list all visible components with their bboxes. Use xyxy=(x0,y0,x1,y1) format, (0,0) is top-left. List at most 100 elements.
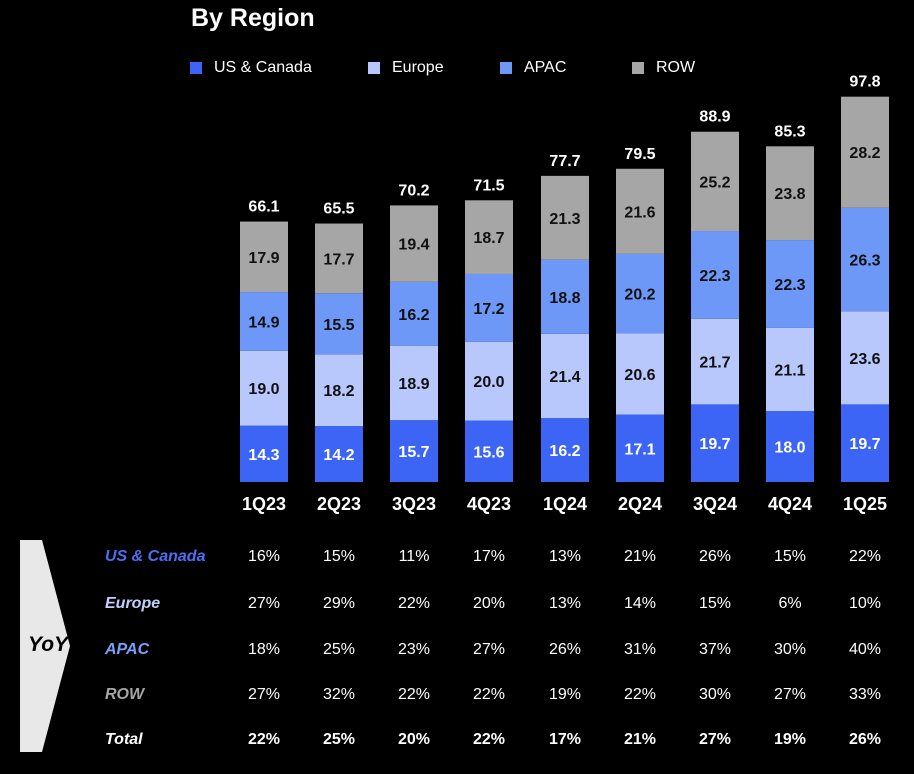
total-value-label: 85.3 xyxy=(774,123,805,140)
yoy-row-label: Europe xyxy=(105,595,161,612)
yoy-cell: 27% xyxy=(472,641,506,658)
yoy-cell: 32% xyxy=(322,686,356,703)
legend-swatch xyxy=(632,62,644,74)
bar-segment-us-canada xyxy=(315,426,363,482)
total-value-label: 66.1 xyxy=(248,199,279,216)
segment-value-label: 23.8 xyxy=(774,186,805,203)
category-label: 4Q24 xyxy=(768,494,812,514)
bar-segment-europe xyxy=(315,354,363,427)
segment-value-label: 14.3 xyxy=(248,447,279,464)
total-value-label: 97.8 xyxy=(849,74,880,91)
bar-segment-row xyxy=(691,131,739,232)
yoy-cell: 29% xyxy=(322,595,356,612)
yoy-cell: 22% xyxy=(397,686,431,703)
legend-item: US & Canada xyxy=(190,59,312,77)
bar-segment-row xyxy=(841,96,889,208)
yoy-cell: 27% xyxy=(773,686,807,703)
category-label: 3Q23 xyxy=(392,494,436,514)
yoy-cell: 15% xyxy=(698,595,732,612)
yoy-cell: 27% xyxy=(247,595,281,612)
yoy-cell: 19% xyxy=(773,731,807,748)
yoy-cell: 20% xyxy=(472,595,506,612)
yoy-cell: 22% xyxy=(472,731,506,748)
segment-value-label: 14.2 xyxy=(323,447,354,464)
bar-segment-us-canada xyxy=(390,420,438,482)
bar-segment-europe xyxy=(691,318,739,405)
bar-segment-apac xyxy=(315,293,363,355)
segment-value-label: 20.6 xyxy=(624,367,655,384)
yoy-cell: 27% xyxy=(698,731,732,748)
yoy-cell: 22% xyxy=(623,686,657,703)
yoy-cell: 13% xyxy=(548,548,582,565)
bar-segment-row xyxy=(465,200,513,274)
yoy-cell: 25% xyxy=(322,731,356,748)
category-label: 2Q23 xyxy=(317,494,361,514)
yoy-cell: 40% xyxy=(848,641,882,658)
bar-segment-europe xyxy=(766,327,814,412)
segment-value-label: 18.9 xyxy=(398,376,429,393)
legend: US & Canada Europe APAC ROW xyxy=(190,59,730,79)
bar-segment-us-canada xyxy=(240,425,288,482)
segment-value-label: 18.2 xyxy=(323,383,354,400)
segment-value-label: 15.7 xyxy=(398,444,429,461)
yoy-cell: 22% xyxy=(397,595,431,612)
legend-label: ROW xyxy=(656,59,696,76)
total-value-label: 70.2 xyxy=(398,182,429,199)
legend-label: APAC xyxy=(524,59,567,76)
segment-value-label: 17.2 xyxy=(473,301,504,318)
bar-segment-row xyxy=(390,205,438,282)
bar-segment-row xyxy=(240,221,288,293)
yoy-cell: 37% xyxy=(698,641,732,658)
legend-item: APAC xyxy=(500,59,566,77)
bar-segment-apac xyxy=(691,231,739,319)
bar-segment-europe xyxy=(841,311,889,405)
yoy-row-label: Total xyxy=(105,731,143,748)
bar-segment-row xyxy=(616,168,664,254)
category-label: 1Q23 xyxy=(242,494,286,514)
segment-value-label: 21.4 xyxy=(549,369,580,386)
yoy-cell: 30% xyxy=(698,686,732,703)
segment-value-label: 17.9 xyxy=(248,250,279,267)
yoy-cell: 18% xyxy=(247,641,281,658)
yoy-cell: 22% xyxy=(848,548,882,565)
segment-value-label: 18.0 xyxy=(774,440,805,457)
segment-value-label: 21.6 xyxy=(624,204,655,221)
chart-title: By Region xyxy=(191,4,315,32)
yoy-cell: 6% xyxy=(778,595,802,612)
category-label: 1Q25 xyxy=(843,494,887,514)
segment-value-label: 21.1 xyxy=(774,363,805,380)
segment-value-label: 28.2 xyxy=(849,145,880,162)
segment-value-label: 16.2 xyxy=(549,443,580,460)
yoy-cell: 16% xyxy=(247,548,281,565)
segment-value-label: 16.2 xyxy=(398,307,429,324)
bar-segment-us-canada xyxy=(766,411,814,482)
yoy-badge xyxy=(20,540,70,752)
legend-item: ROW xyxy=(632,59,695,77)
yoy-cell: 19% xyxy=(548,686,582,703)
yoy-cell: 26% xyxy=(698,548,732,565)
segment-value-label: 25.2 xyxy=(699,174,730,191)
yoy-cell: 21% xyxy=(623,731,657,748)
bar-segment-row xyxy=(315,223,363,294)
yoy-cell: 30% xyxy=(773,641,807,658)
yoy-badge-label: YoY xyxy=(28,633,69,656)
segment-value-label: 17.7 xyxy=(323,251,354,268)
bar-segment-apac xyxy=(766,240,814,328)
yoy-cell: 21% xyxy=(623,548,657,565)
yoy-cell: 31% xyxy=(623,641,657,658)
bar-segment-europe xyxy=(465,341,513,421)
segment-value-label: 21.3 xyxy=(549,211,580,228)
yoy-cell: 22% xyxy=(472,686,506,703)
yoy-cell: 33% xyxy=(848,686,882,703)
segment-value-label: 17.1 xyxy=(624,441,655,458)
yoy-row-label: ROW xyxy=(105,686,145,703)
bar-segment-apac xyxy=(390,281,438,346)
yoy-cell: 26% xyxy=(848,731,882,748)
segment-value-label: 26.3 xyxy=(849,253,880,270)
yoy-cell: 17% xyxy=(472,548,506,565)
category-label: 2Q24 xyxy=(618,494,662,514)
yoy-cell: 20% xyxy=(397,731,431,748)
legend-label: Europe xyxy=(392,59,444,76)
yoy-cell: 15% xyxy=(322,548,356,565)
yoy-cell: 15% xyxy=(773,548,807,565)
